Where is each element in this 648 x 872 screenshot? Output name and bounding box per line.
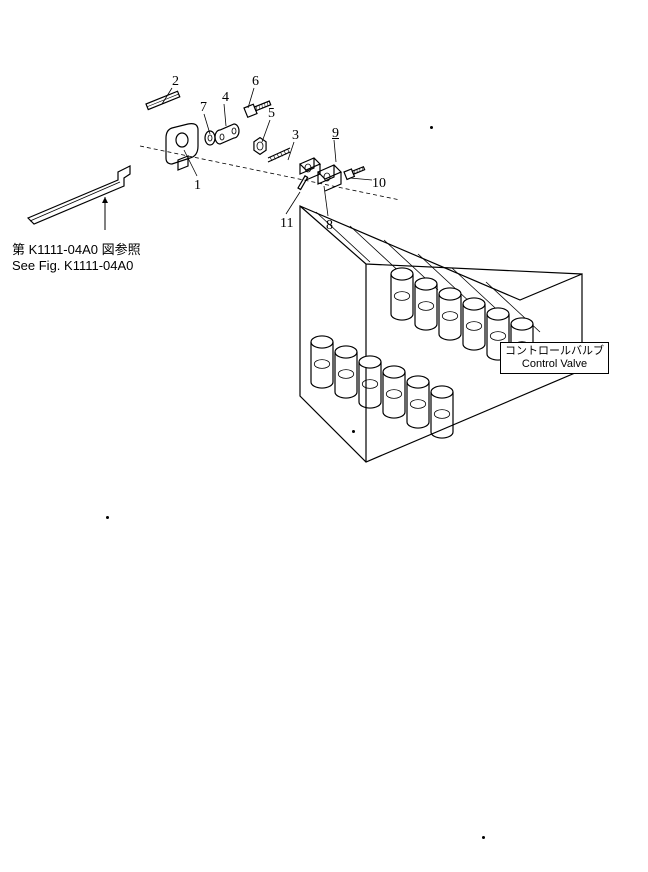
- callout-5: 5: [268, 106, 275, 122]
- callout-6: 6: [252, 74, 259, 90]
- figure-reference-en: See Fig. K1111-04A0: [12, 258, 141, 274]
- figure-reference-jp: 第 K1111-04A0 図参照: [12, 242, 141, 258]
- exploded-diagram: [0, 0, 648, 872]
- artifact-dot: [352, 430, 355, 433]
- callout-3: 3: [292, 128, 299, 144]
- control-valve-label: コントロールバルブ Control Valve: [500, 342, 609, 374]
- callout-4: 4: [222, 90, 229, 106]
- callout-8: 8: [326, 218, 333, 234]
- artifact-dot: [430, 126, 433, 129]
- callout-2: 2: [172, 74, 179, 90]
- callout-11: 11: [280, 216, 293, 232]
- callout-1: 1: [194, 178, 201, 194]
- callout-10: 10: [372, 176, 386, 192]
- control-valve-label-en: Control Valve: [505, 358, 604, 371]
- callout-9: 9: [332, 126, 339, 142]
- artifact-dot: [482, 836, 485, 839]
- control-valve-label-jp: コントロールバルブ: [505, 345, 604, 358]
- figure-reference: 第 K1111-04A0 図参照 See Fig. K1111-04A0: [12, 242, 141, 273]
- callout-7: 7: [200, 100, 207, 116]
- artifact-dot: [106, 516, 109, 519]
